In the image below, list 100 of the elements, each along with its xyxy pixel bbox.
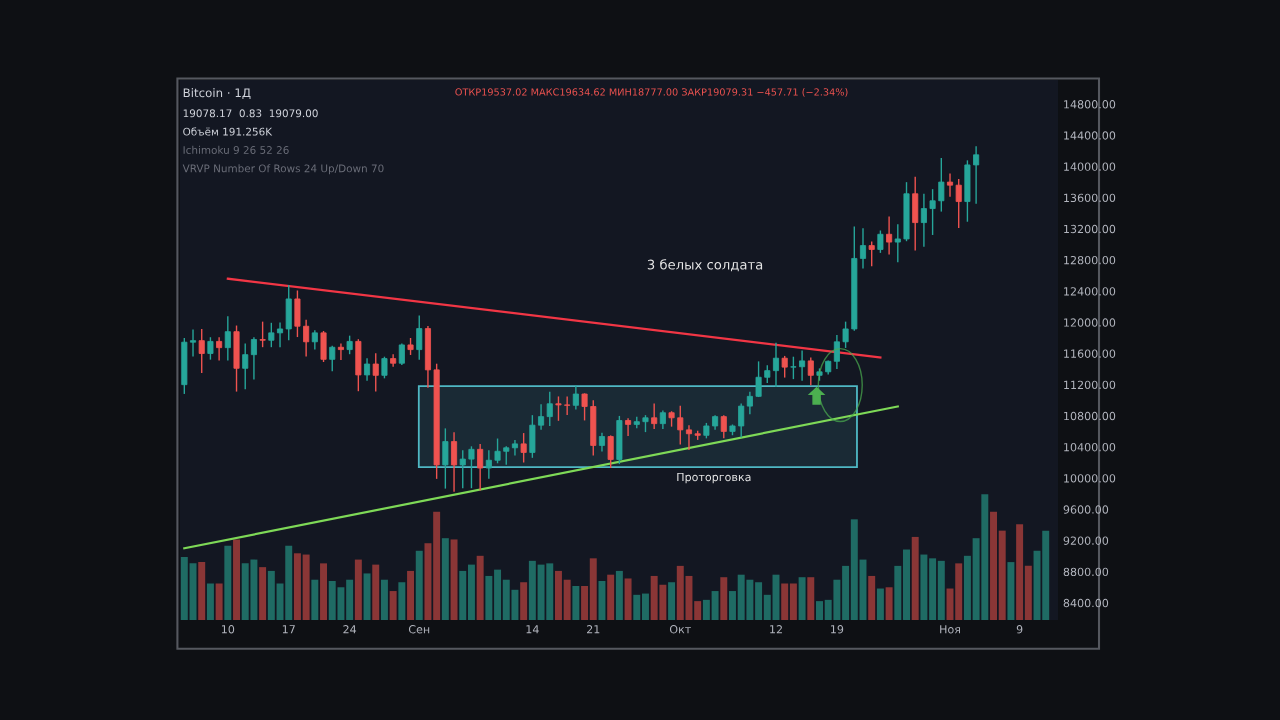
candlestick bbox=[746, 391, 753, 415]
bar bbox=[1024, 565, 1032, 620]
candlestick bbox=[485, 450, 492, 479]
x-tick-label: 12 bbox=[770, 625, 782, 634]
bar bbox=[937, 560, 945, 620]
candlestick bbox=[886, 216, 893, 255]
bar bbox=[929, 558, 937, 620]
y-tick-label: 11200.00 bbox=[1064, 380, 1116, 390]
bar bbox=[407, 570, 415, 620]
bar bbox=[633, 594, 641, 620]
y-tick-label: 10000.00 bbox=[1064, 474, 1116, 483]
y-tick-label: 10800.00 bbox=[1064, 411, 1116, 421]
y-tick-label: 12400.00 bbox=[1064, 287, 1116, 296]
bar bbox=[494, 569, 502, 620]
bar bbox=[259, 567, 267, 620]
candlestick bbox=[520, 433, 527, 463]
bar bbox=[467, 564, 475, 620]
candlestick bbox=[207, 337, 214, 360]
bar bbox=[798, 577, 806, 620]
candlestick bbox=[868, 241, 875, 267]
candlestick bbox=[250, 337, 257, 380]
x-tick-label: 24 bbox=[343, 625, 357, 634]
bar bbox=[668, 582, 676, 620]
candlestick bbox=[216, 337, 223, 361]
candlestick bbox=[494, 438, 501, 464]
bar bbox=[789, 583, 797, 620]
bar bbox=[302, 554, 310, 620]
bar bbox=[215, 583, 223, 620]
bar bbox=[641, 593, 649, 620]
bar bbox=[354, 559, 362, 620]
candlestick bbox=[546, 391, 553, 426]
candlestick bbox=[381, 356, 388, 379]
candlestick bbox=[459, 450, 466, 489]
bar bbox=[528, 560, 536, 620]
y-tick-label: 11600.00 bbox=[1064, 349, 1116, 358]
candlestick bbox=[625, 418, 632, 437]
bar bbox=[224, 545, 232, 620]
bar bbox=[894, 565, 902, 620]
candlestick bbox=[416, 315, 423, 360]
candlestick bbox=[833, 334, 840, 369]
candlestick bbox=[920, 193, 927, 247]
bar bbox=[702, 599, 710, 620]
bar bbox=[581, 586, 589, 620]
bar bbox=[485, 575, 493, 620]
candlestick bbox=[398, 343, 405, 366]
bar bbox=[563, 579, 571, 620]
candlestick bbox=[938, 157, 945, 212]
bar bbox=[206, 583, 214, 620]
candlestick bbox=[842, 321, 849, 348]
candlestick bbox=[303, 319, 310, 357]
bar bbox=[955, 563, 963, 620]
bar bbox=[711, 591, 719, 620]
bar bbox=[589, 558, 597, 620]
text: Bitcoin · 1Д bbox=[183, 88, 251, 99]
bar bbox=[911, 536, 919, 620]
bar bbox=[998, 530, 1006, 620]
candlestick bbox=[189, 329, 197, 357]
bar bbox=[476, 555, 484, 620]
bar bbox=[720, 577, 728, 620]
candlestick bbox=[468, 446, 475, 489]
y-tick-label: 8400.00 bbox=[1063, 598, 1109, 608]
y-tick-label: 9200.00 bbox=[1063, 536, 1109, 545]
bar bbox=[572, 586, 580, 620]
candlestick bbox=[685, 425, 693, 451]
candlestick bbox=[877, 230, 884, 253]
y-tick-label: 13200.00 bbox=[1064, 224, 1116, 234]
bar bbox=[816, 601, 823, 620]
annotation: Ichimoku 9 26 52 26 bbox=[183, 145, 289, 154]
y-tick-label: 9600.00 bbox=[1063, 505, 1109, 514]
candlestick bbox=[477, 443, 484, 491]
candlestick bbox=[329, 345, 336, 372]
bar bbox=[233, 539, 241, 620]
candlestick bbox=[451, 432, 458, 492]
bar bbox=[415, 550, 423, 620]
bar bbox=[198, 562, 206, 620]
bar bbox=[807, 577, 815, 620]
bar bbox=[694, 601, 702, 620]
bar bbox=[433, 511, 441, 620]
bar bbox=[311, 579, 319, 620]
bar bbox=[842, 565, 850, 620]
candlestick bbox=[511, 440, 518, 456]
bar bbox=[424, 543, 432, 620]
candlestick bbox=[242, 343, 249, 390]
annotation: VRVP Number Of Rows 24 Up/Down 70 bbox=[182, 164, 384, 175]
candlestick bbox=[859, 228, 867, 269]
annotation: 19078.17 0.83 19079.00 bbox=[183, 109, 318, 118]
candlestick bbox=[807, 357, 814, 386]
bar bbox=[903, 549, 910, 620]
annotation: ОТКР19537.02 МАКС19634.62 МИН18777.00 ЗАКР19079.31 −457.71 (−2.34%) bbox=[455, 88, 848, 97]
y-tick-label: 13600.00 bbox=[1064, 193, 1116, 203]
x-tick-label: 14 bbox=[526, 625, 539, 634]
candlestick bbox=[277, 322, 284, 348]
bar bbox=[729, 591, 736, 620]
candlestick bbox=[564, 396, 571, 415]
candlestick bbox=[677, 405, 684, 445]
bar bbox=[267, 570, 275, 620]
x-tick-label: Ноя bbox=[940, 625, 960, 634]
bar bbox=[1007, 562, 1015, 620]
candlestick bbox=[337, 343, 344, 361]
candlestick bbox=[955, 179, 962, 228]
